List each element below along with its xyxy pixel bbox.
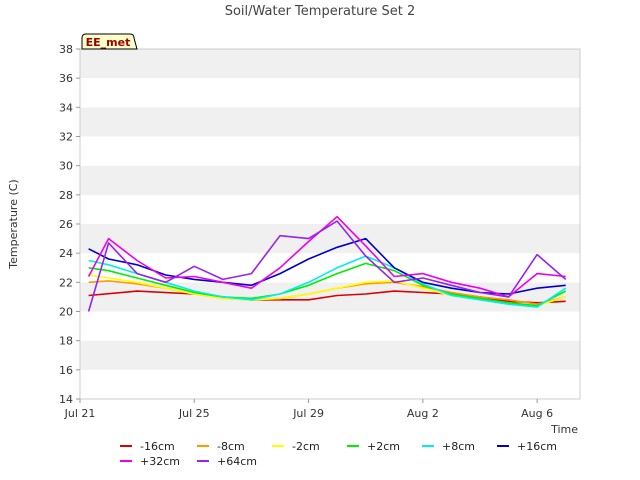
station-badge: EE_met [81,33,138,50]
legend-label: -8cm [217,440,245,453]
grid-band [80,311,580,341]
y-tick-label: 22 [59,276,73,289]
series-lines [87,215,567,312]
grid-band [80,78,580,108]
chart-title: Soil/Water Temperature Set 2 [225,4,416,19]
y-tick-label: 36 [59,72,73,85]
legend-label: +8cm [442,440,475,453]
y-tick-label: 30 [59,160,73,173]
y-tick-label: 38 [59,43,73,56]
x-tick-label: Aug 6 [521,407,553,420]
legend-item: -2cm [272,440,320,453]
legend: -16cm -8cm -2cm +2cm +8cm +16cm +32cm +64cm [120,440,557,468]
legend-item: +8cm [422,440,475,453]
grid-bands [80,49,580,399]
grid-band [80,253,580,283]
legend-label: -16cm [140,440,175,453]
station-badge-box [81,33,138,50]
legend-label: +64cm [217,455,257,468]
x-tick-label: Aug 2 [407,407,439,420]
y-tick-label: 24 [59,247,73,260]
y-tick-label: 34 [59,101,73,114]
legend-item: +32cm [120,455,180,468]
grid-band [80,165,580,195]
grid-band [80,136,580,166]
y-tick-label: 26 [59,218,73,231]
y-tick-label: 14 [59,393,73,406]
y-tick-label: 32 [59,131,73,144]
legend-label: +32cm [140,455,180,468]
grid-band [80,369,580,399]
legend-item: +16cm [497,440,557,453]
legend-label: +16cm [517,440,557,453]
x-axis-label: Time [550,423,578,436]
x-axis: Jul 21 Jul 25 Jul 29 Aug 2 Aug 6 [64,399,553,420]
y-axis: 14 16 18 20 22 24 26 28 30 32 34 36 38 [59,43,80,406]
x-tick-label: Jul 21 [64,407,96,420]
series-line [88,262,567,307]
legend-item: -8cm [197,440,245,453]
grid-band [80,194,580,224]
y-tick-label: 16 [59,364,73,377]
y-tick-label: 28 [59,189,73,202]
y-axis-label: Temperature (C) [7,179,20,269]
grid-band [80,49,580,79]
legend-item: +2cm [347,440,400,453]
station-label: EE_met [86,36,131,49]
series-line [87,220,567,312]
legend-label: +2cm [367,440,400,453]
grid-band [80,224,580,254]
y-tick-label: 18 [59,335,73,348]
y-tick-label: 20 [59,306,73,319]
legend-item: -16cm [120,440,175,453]
grid-band [80,340,580,370]
legend-label: -2cm [292,440,320,453]
grid-band [80,107,580,137]
x-tick-label: Jul 25 [178,407,210,420]
x-tick-label: Jul 29 [292,407,324,420]
legend-item: +64cm [197,455,257,468]
